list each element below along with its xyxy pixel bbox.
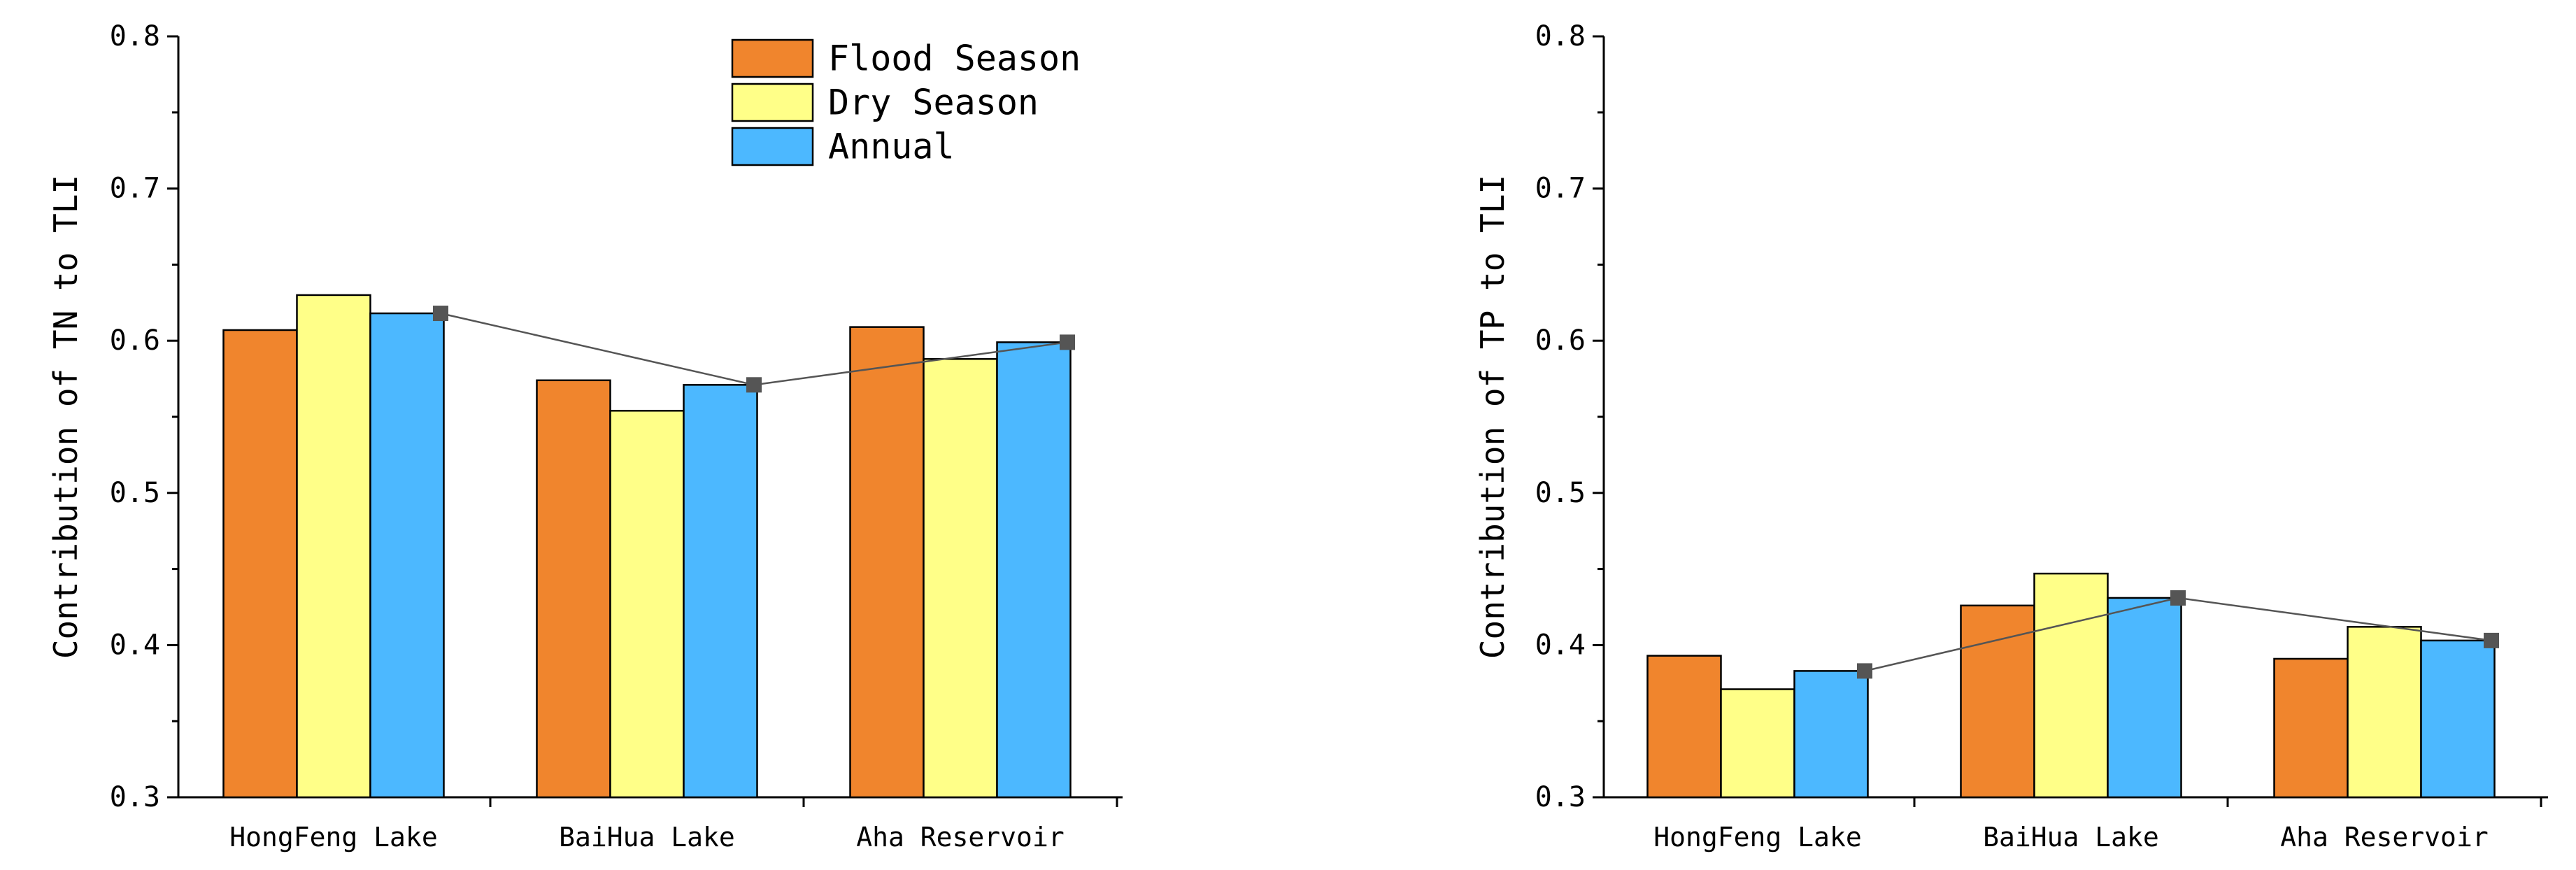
y-axis-label: Contribution of TN to TLI [47, 175, 85, 659]
bar-flood-aha-reservoir [849, 326, 925, 799]
legend-label: Flood Season [828, 38, 1081, 79]
bar-dry-hongfeng-lake [1720, 688, 1795, 799]
x-category-label: Aha Reservoir [856, 822, 1064, 853]
trend-marker [1857, 663, 1872, 679]
y-axis-label: Contribution of TP to TLI [1474, 175, 1511, 659]
trend-marker [2170, 590, 2186, 606]
x-category-label: Aha Reservoir [2280, 822, 2488, 853]
legend-swatch-dry [731, 83, 814, 122]
bar-annual-baihua-lake [683, 384, 758, 799]
y-tick-label: 0.8 [110, 20, 160, 52]
y-tick-label: 0.7 [1535, 173, 1586, 205]
bar-dry-aha-reservoir [2347, 626, 2422, 799]
bar-annual-baihua-lake [2107, 597, 2182, 799]
y-tick-label: 0.5 [1535, 477, 1586, 509]
bar-annual-hongfeng-lake [1793, 670, 1869, 799]
bar-dry-baihua-lake [2033, 572, 2109, 799]
bar-flood-hongfeng-lake [222, 329, 298, 799]
bar-annual-aha-reservoir [996, 341, 1072, 799]
legend-swatch-flood [731, 38, 814, 78]
x-category-label: BaiHua Lake [559, 822, 735, 853]
bar-flood-aha-reservoir [2273, 657, 2349, 799]
x-category-label: HongFeng Lake [229, 822, 437, 853]
bar-dry-aha-reservoir [923, 358, 998, 799]
y-tick-label: 0.7 [110, 173, 160, 205]
chart-tn-contribution: 0.3 0.4 0.5 0.6 0.7 0.8 Contribution of TN to … [47, 20, 1123, 853]
x-category-label: BaiHua Lake [1983, 822, 2159, 853]
bar-annual-aha-reservoir [2420, 639, 2496, 799]
y-tick-label: 0.6 [1535, 325, 1586, 357]
y-tick-label: 0.3 [1535, 781, 1586, 813]
legend-label: Annual [828, 127, 955, 167]
legend-label: Dry Season [828, 83, 1039, 123]
bar-dry-hongfeng-lake [296, 294, 371, 799]
y-tick-label: 0.5 [110, 477, 160, 509]
bar-flood-hongfeng-lake [1646, 655, 1722, 799]
bar-flood-baihua-lake [536, 379, 611, 799]
trend-marker [433, 306, 448, 322]
trend-marker [1060, 334, 1075, 350]
bar-annual-hongfeng-lake [369, 312, 445, 799]
y-tick-label: 0.8 [1535, 20, 1586, 52]
bar-dry-baihua-lake [609, 410, 685, 799]
y-tick-label: 0.4 [1535, 629, 1586, 661]
trend-marker [746, 377, 762, 393]
chart-tp-contribution: 0.3 0.4 0.5 0.6 0.7 0.8 Contribution of TP to … [1474, 20, 2548, 853]
y-tick-label: 0.6 [110, 325, 160, 357]
trend-marker [2484, 632, 2499, 648]
x-category-label: HongFeng Lake [1653, 822, 1861, 853]
y-tick-label: 0.4 [110, 629, 160, 661]
legend-swatch-annual [731, 127, 814, 166]
y-tick-label: 0.3 [110, 781, 160, 813]
